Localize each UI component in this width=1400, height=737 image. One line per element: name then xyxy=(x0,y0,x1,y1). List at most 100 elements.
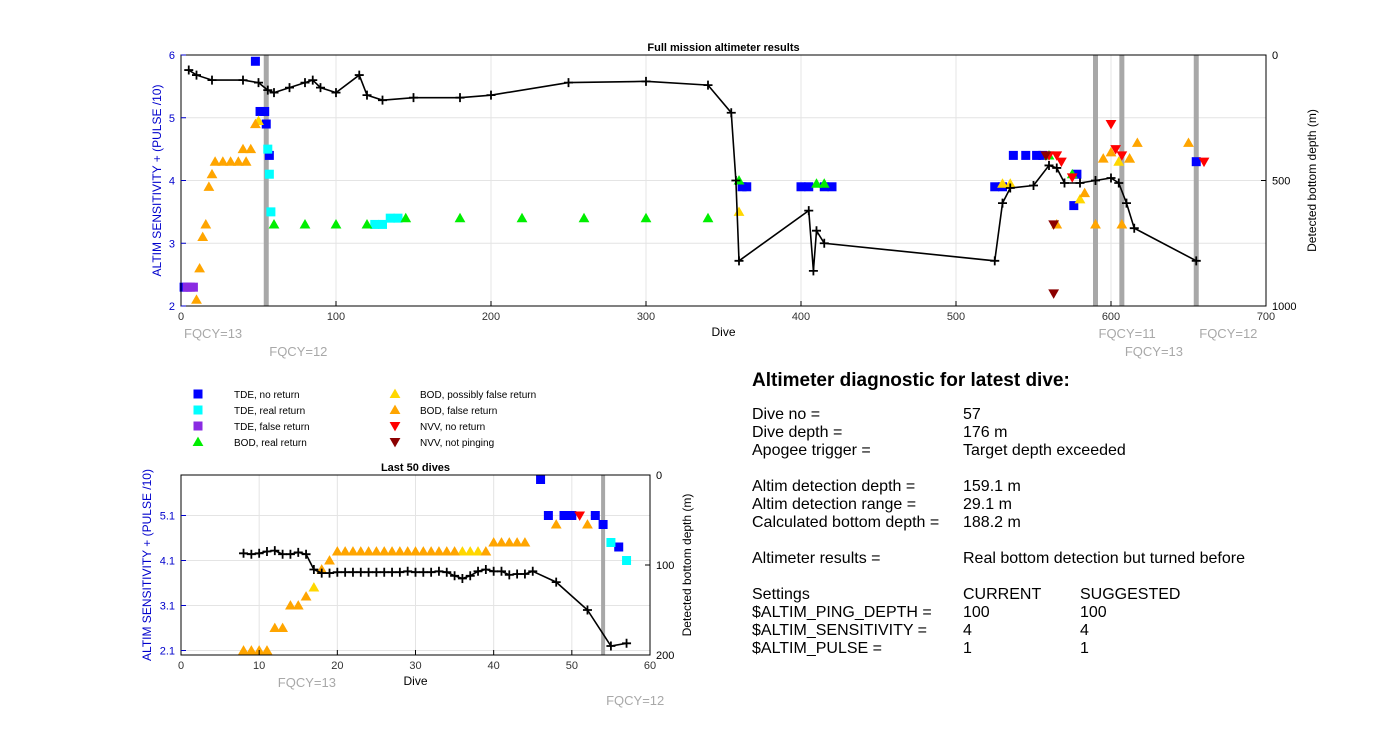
fqcy-label: FQCY=11 xyxy=(1099,326,1156,341)
data-point xyxy=(1106,173,1116,183)
data-point xyxy=(582,519,593,529)
diagnostic-title: Altimeter diagnostic for latest dive: xyxy=(752,370,1070,391)
legend-label: TDE, false return xyxy=(234,422,310,433)
y2-axis-label: Detected bottom depth (m) xyxy=(1305,109,1319,252)
data-point xyxy=(264,150,274,160)
data-point xyxy=(528,566,538,576)
data-point xyxy=(1029,181,1038,191)
data-point xyxy=(348,567,358,577)
y-tick-label: 5.1 xyxy=(160,511,175,523)
data-point xyxy=(488,537,500,547)
data-point xyxy=(371,546,382,556)
data-point xyxy=(331,88,341,98)
y-tick-label: 2.1 xyxy=(160,646,175,658)
data-point xyxy=(997,178,1008,188)
altim-detection-depth-value: 159.1 m xyxy=(963,478,1021,495)
data-point xyxy=(324,555,335,565)
data-point xyxy=(574,511,586,521)
legend-item-nvv-not-pinging: NVV, not pinging xyxy=(389,437,494,449)
pulse-suggested: 1 xyxy=(1080,640,1089,657)
data-point xyxy=(442,567,452,577)
x-tick-label: 40 xyxy=(488,660,500,672)
x-tick-label: 500 xyxy=(947,311,965,323)
ping-depth-current: 100 xyxy=(963,604,990,621)
data-point xyxy=(1044,160,1054,170)
series-detected-bottom-depth xyxy=(184,65,1201,276)
data-point xyxy=(285,600,296,610)
altim-detection-depth-row: Altim detection depth = 159.1 m xyxy=(752,478,1372,496)
data-point xyxy=(516,212,528,223)
data-point xyxy=(450,571,460,581)
data-point xyxy=(1060,178,1069,188)
data-point xyxy=(702,212,714,223)
apogee-row: Apogee trigger = Target depth exceeded xyxy=(752,442,1372,460)
data-point xyxy=(811,178,822,188)
data-point xyxy=(411,567,420,577)
data-point xyxy=(225,156,236,166)
dive-no-label: Dive no = xyxy=(752,406,821,423)
data-point xyxy=(804,206,814,216)
data-point xyxy=(808,266,818,276)
data-point xyxy=(263,144,273,154)
suggested-header: SUGGESTED xyxy=(1080,586,1181,603)
data-point xyxy=(325,568,335,578)
sensitivity-label: $ALTIM_SENSITIVITY = xyxy=(752,622,928,639)
data-point xyxy=(331,546,343,556)
data-point xyxy=(578,212,590,223)
data-point xyxy=(246,549,256,559)
calculated-bottom-depth-value: 188.2 m xyxy=(963,514,1021,531)
sensitivity-current: 4 xyxy=(963,622,972,639)
data-point xyxy=(426,567,436,577)
data-point xyxy=(192,70,201,80)
data-point xyxy=(308,75,318,85)
data-point xyxy=(1105,119,1117,130)
data-point xyxy=(641,76,651,86)
legend-item-tde-real-return: TDE, real return xyxy=(193,405,305,417)
data-point xyxy=(261,645,273,655)
data-point xyxy=(394,546,406,556)
chart-title: Last 50 dives xyxy=(381,462,450,474)
data-point xyxy=(598,520,608,529)
x-tick-label: 700 xyxy=(1257,311,1275,323)
data-point xyxy=(250,118,261,129)
data-point xyxy=(1097,153,1109,163)
data-point xyxy=(209,156,221,166)
data-point xyxy=(418,567,428,577)
data-point xyxy=(268,219,280,229)
data-point xyxy=(364,567,374,577)
data-point xyxy=(1113,156,1125,166)
altimeter-results-value: Real bottom detection but turned before xyxy=(963,550,1245,567)
x-tick-label: 50 xyxy=(566,660,578,672)
data-point xyxy=(254,548,264,558)
chart-legend: TDE, no return TDE, real return TDE, false… xyxy=(192,388,536,449)
data-point xyxy=(371,567,381,577)
data-point xyxy=(511,537,523,547)
data-point xyxy=(1090,219,1101,229)
series-detected-bottom-depth xyxy=(239,546,632,651)
data-point xyxy=(731,176,741,185)
data-point xyxy=(590,511,600,520)
fqcy-label: FQCY=13 xyxy=(1125,344,1183,359)
data-point xyxy=(292,600,304,610)
data-point xyxy=(203,181,215,191)
data-point xyxy=(330,219,342,229)
data-point xyxy=(1091,176,1100,185)
y2-axis-label: Detected bottom depth (m) xyxy=(680,494,694,637)
data-point xyxy=(378,546,390,556)
data-point xyxy=(245,645,257,655)
data-point xyxy=(1114,178,1124,188)
data-point xyxy=(504,570,514,580)
data-point xyxy=(245,143,257,154)
data-point xyxy=(1129,223,1139,233)
bottom-depth-trace xyxy=(188,69,1197,271)
data-point xyxy=(1198,157,1210,168)
legend-marker xyxy=(389,388,401,399)
data-point xyxy=(1048,220,1060,230)
data-point xyxy=(347,546,359,556)
legend-item-bod-real-return: BOD, real return xyxy=(192,436,307,449)
x-tick-label: 200 xyxy=(482,311,500,323)
altimeter-results-row: Altimeter results = Real bottom detection… xyxy=(752,550,1372,568)
data-point xyxy=(379,567,389,577)
data-point xyxy=(582,605,592,615)
